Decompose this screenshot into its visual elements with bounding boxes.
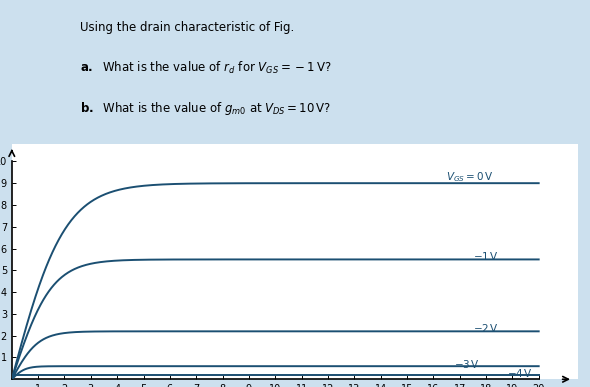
Text: $-1\,\mathrm{V}$: $-1\,\mathrm{V}$ [473,250,499,262]
Text: Using the drain characteristic of Fig.: Using the drain characteristic of Fig. [80,21,294,34]
Text: $\bf{b.}$  What is the value of $g_{m0}$ at $V_{DS} = 10\,\mathrm{V}$?: $\bf{b.}$ What is the value of $g_{m0}$ … [80,100,331,117]
Text: $-3\,\mathrm{V}$: $-3\,\mathrm{V}$ [454,358,480,370]
Text: $-2\,\mathrm{V}$: $-2\,\mathrm{V}$ [473,322,499,334]
Text: $V_{GS}=0\,\mathrm{V}$: $V_{GS}=0\,\mathrm{V}$ [447,170,494,183]
Text: $\bf{a.}$  What is the value of $r_d$ for $V_{GS} = -1\,\mathrm{V}$?: $\bf{a.}$ What is the value of $r_d$ for… [80,60,331,75]
Text: $-4\,\mathrm{V}$: $-4\,\mathrm{V}$ [507,367,533,379]
